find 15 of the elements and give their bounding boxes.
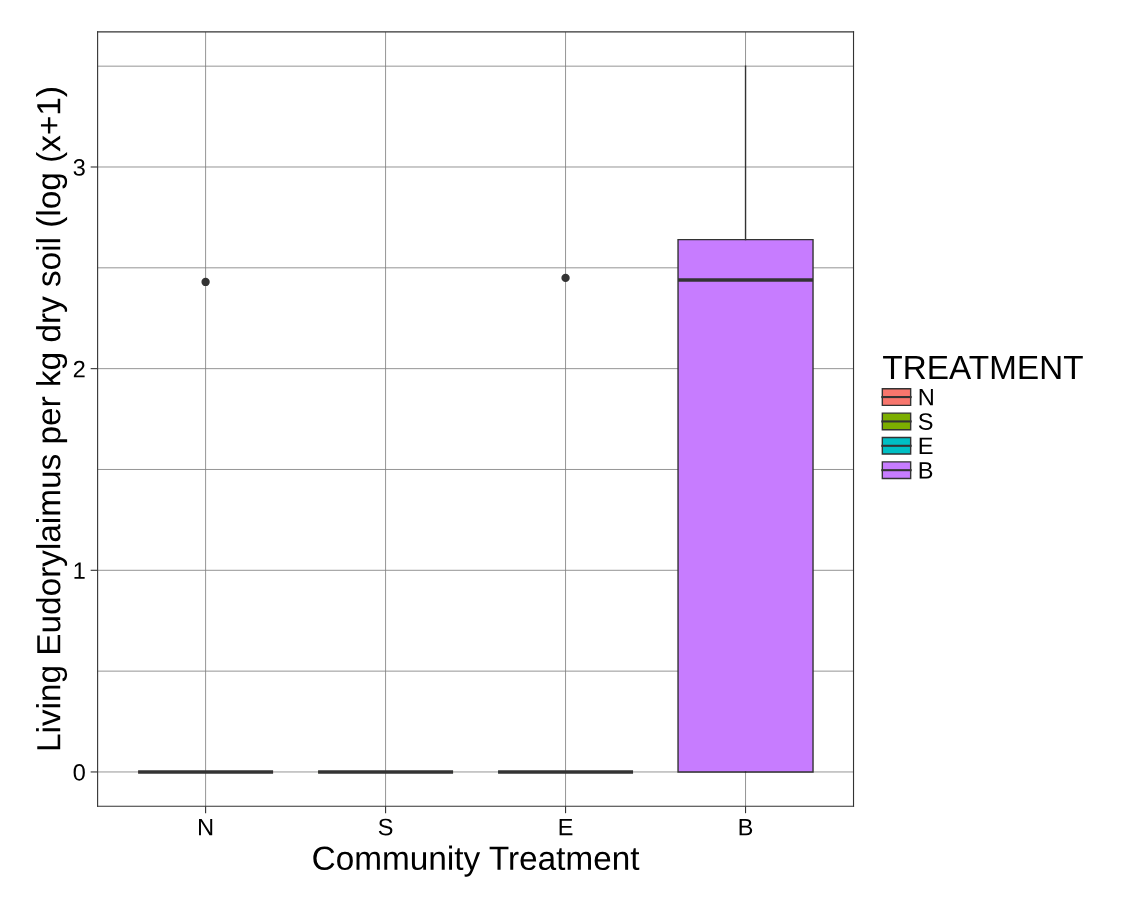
x-tick-label: E	[559, 818, 573, 836]
legend-label: B	[919, 462, 933, 479]
x-tick-label: B	[739, 818, 753, 836]
legend-label: E	[919, 437, 933, 455]
legend-label: S	[918, 413, 933, 430]
y-axis-title: Living Eudorylaimus per kg dry soil (log (x+1)	[36, 88, 68, 750]
x-tick-label: S	[378, 818, 393, 836]
y-tick-label: 1	[74, 562, 85, 579]
y-tick-label: 3	[73, 159, 85, 176]
x-axis-title: Community Treatment	[313, 845, 640, 877]
y-tick-label: 0	[73, 764, 85, 781]
legend-title: TREATMENT	[883, 356, 1083, 379]
x-tick-label: N	[199, 818, 213, 836]
y-tick-label: 2	[73, 360, 85, 378]
legend-label: N	[919, 389, 933, 406]
